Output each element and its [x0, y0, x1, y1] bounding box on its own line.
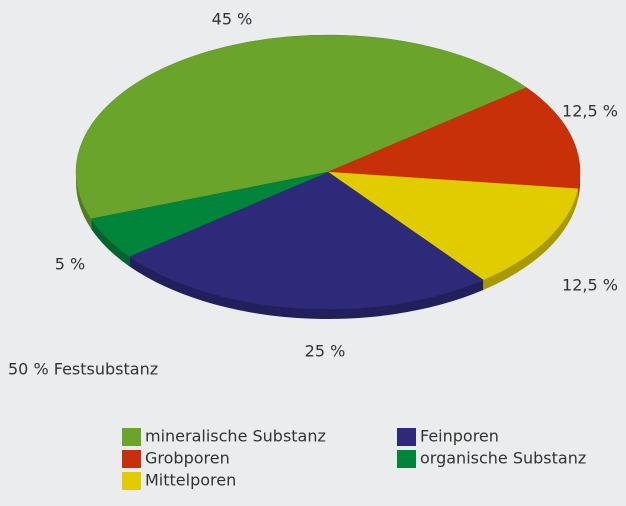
- legend-label: Feinporen: [420, 427, 499, 446]
- legend-swatch: [122, 428, 141, 446]
- legend-swatch: [397, 428, 416, 446]
- slice: [75, 34, 528, 220]
- slice: [327, 87, 581, 189]
- slice: [90, 171, 329, 257]
- slice: [327, 171, 579, 281]
- legend-label: mineralische Substanz: [145, 427, 326, 446]
- slice-side: [483, 188, 579, 290]
- annotation: 50 % Festsubstanz: [8, 360, 158, 379]
- data-label: 12,5 %: [562, 276, 618, 295]
- legend-label: organische Substanz: [420, 449, 586, 468]
- data-label: 5 %: [55, 255, 85, 274]
- slice: [128, 171, 484, 310]
- slice-side: [76, 172, 92, 229]
- data-label: 25 %: [305, 342, 346, 361]
- legend-swatch: [122, 450, 141, 468]
- slice-side: [129, 256, 484, 319]
- legend-swatch: [397, 450, 416, 468]
- legend-label: Grobporen: [145, 449, 230, 468]
- legend-swatch: [122, 472, 141, 490]
- data-label: 12,5 %: [562, 102, 618, 121]
- slice-side: [578, 172, 580, 199]
- legend-label: Mittelporen: [145, 471, 236, 490]
- slice-side: [91, 218, 130, 267]
- data-label: 45 %: [212, 10, 253, 29]
